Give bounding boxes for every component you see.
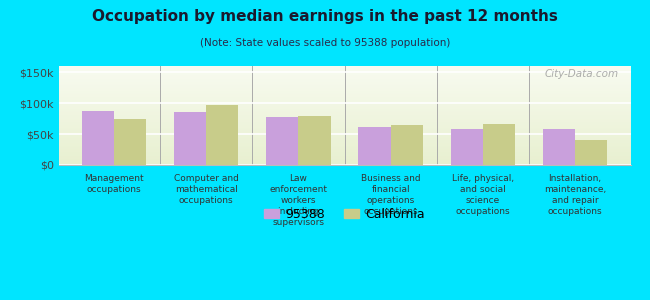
Bar — [575, 140, 608, 165]
Text: Occupation by median earnings in the past 12 months: Occupation by median earnings in the pas… — [92, 9, 558, 24]
Bar — [174, 112, 206, 165]
Bar — [543, 129, 575, 165]
Bar — [391, 125, 423, 165]
Bar — [266, 117, 298, 165]
Text: City-Data.com: City-Data.com — [545, 69, 619, 79]
Bar — [114, 118, 146, 165]
Text: (Note: State values scaled to 95388 population): (Note: State values scaled to 95388 popu… — [200, 38, 450, 47]
Bar — [450, 129, 483, 165]
Bar — [298, 116, 331, 165]
Bar — [206, 105, 239, 165]
Bar — [483, 124, 515, 165]
Legend: 95388, California: 95388, California — [259, 203, 430, 226]
Bar — [81, 111, 114, 165]
Bar — [358, 127, 391, 165]
